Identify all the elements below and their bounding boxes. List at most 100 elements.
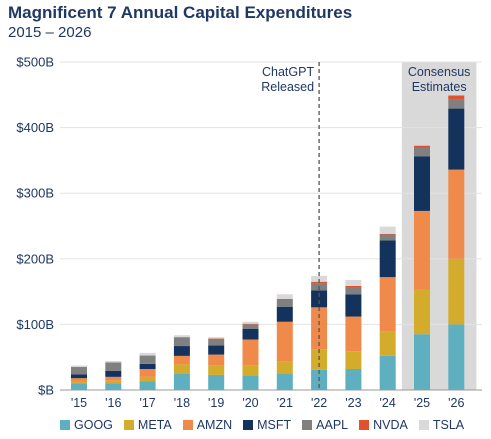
bar-segment-amzn [448,169,465,259]
x-tick-label: '16 [105,396,121,410]
bar-segment-tsla [173,335,190,338]
bar-segment-meta [173,364,190,374]
chart-title: Magnificent 7 Annual Capital Expenditure… [8,3,353,22]
bar-segment-amzn [242,339,259,366]
bar-segment-goog [379,355,396,390]
bar-segment-tsla [105,361,122,363]
bar-segment-amzn [208,354,225,366]
bar-segment-aapl [173,337,190,347]
bar-segment-nvda [242,323,259,325]
bar-segment-goog [414,334,430,390]
x-tick-label: '21 [277,396,293,410]
bar-segment-aapl [345,287,362,295]
x-tick-label: '19 [208,396,224,410]
bar-segment-tsla [414,139,430,146]
bar-segment-goog [173,373,190,390]
bar-segment-goog [448,324,465,390]
legend-swatch [60,420,70,430]
bar-segment-nvda [276,298,293,300]
bar-segment-amzn [276,321,293,362]
bar-segment-aapl [105,362,122,371]
x-tick-label: '17 [139,396,155,410]
bar-segment-tsla [311,275,328,282]
y-tick-label: $B [38,383,54,398]
x-tick-label: '25 [414,396,430,410]
bar-segment-aapl [448,99,465,109]
legend-label: NVDA [373,418,408,432]
bar-segment-msft [173,346,190,356]
bar-segment-goog [276,373,293,390]
bar-segment-goog [345,369,362,390]
estimate-label: Consensus [408,65,471,79]
legend-swatch [123,420,134,430]
bar-segment-nvda [414,145,430,148]
bar-segment-msft [379,240,396,278]
bar-segment-meta [448,258,465,325]
bar-segment-meta [105,380,122,384]
legend-item-aapl: AAPL [302,418,348,432]
bar-segment-aapl [71,367,87,375]
legend-item-nvda: NVDA [359,418,408,432]
x-tick-label: '20 [242,396,258,410]
bar-segment-goog [71,383,87,390]
bar-segment-aapl [379,234,396,241]
bar-segment-aapl [414,147,430,157]
bar-segment-meta [71,381,87,384]
bar-segment-goog [139,381,156,390]
x-tick-label: '24 [380,396,396,410]
legend: GOOG META AMZN MSFT AAPL NVDA TSLA [60,418,464,432]
bar-segment-tsla [345,280,362,286]
bar-segment-meta [379,331,396,356]
legend-item-msft: MSFT [243,418,291,432]
bar-segment-amzn [71,378,87,382]
bar-segment-meta [414,289,430,335]
bar-segment-msft [71,374,87,379]
legend-item-amzn: AMZN [182,418,233,432]
chatgpt-label: Released [261,80,314,94]
legend-swatch [302,420,313,430]
bar-segment-msft [139,363,156,370]
bar-segment-amzn [105,376,122,381]
bar-segment-goog [105,383,122,390]
bar-segment-msft [276,306,293,322]
legend-label: META [137,418,172,432]
legend-label: TSLA [432,418,465,432]
bar-segment-msft [105,370,122,377]
legend-item-meta: META [123,418,172,432]
bar-segment-msft [414,156,430,211]
legend-item-tsla: TSLA [418,418,465,432]
bar-segment-tsla [379,226,396,234]
bar-segment-meta [208,365,225,375]
bar-segment-amzn [139,369,156,377]
bar-segment-msft [208,345,225,355]
x-tick-label: '22 [311,396,327,410]
estimate-label: Estimates [412,80,467,94]
bar-segment-aapl [208,338,225,346]
legend-swatch [359,420,370,430]
x-tick-label: '26 [448,396,464,410]
y-tick-label: $300B [16,186,54,201]
bar-segment-tsla [208,337,225,339]
bar-segment-meta [276,361,293,374]
estimate-region [401,62,477,390]
bar-segment-msft [311,290,328,308]
bar-segment-tsla [242,321,259,324]
legend-swatch [418,420,429,430]
bar-segment-amzn [173,355,190,365]
bar-segment-amzn [345,316,362,352]
y-tick-label: $100B [16,317,54,332]
bar-segment-meta [139,376,156,382]
bar-segment-goog [208,374,225,390]
legend-label: AMZN [196,418,233,432]
chatgpt-label: ChatGPT [262,65,314,79]
bar-segment-tsla [276,294,293,299]
legend-label: AAPL [316,418,349,432]
bar-segment-aapl [242,324,259,329]
bar-segment-tsla [139,352,156,356]
bar-segment-msft [242,328,259,340]
y-tick-label: $500B [16,55,54,70]
y-tick-label: $400B [16,120,54,135]
legend-swatch [243,420,254,430]
bar-segment-tsla [71,365,87,367]
